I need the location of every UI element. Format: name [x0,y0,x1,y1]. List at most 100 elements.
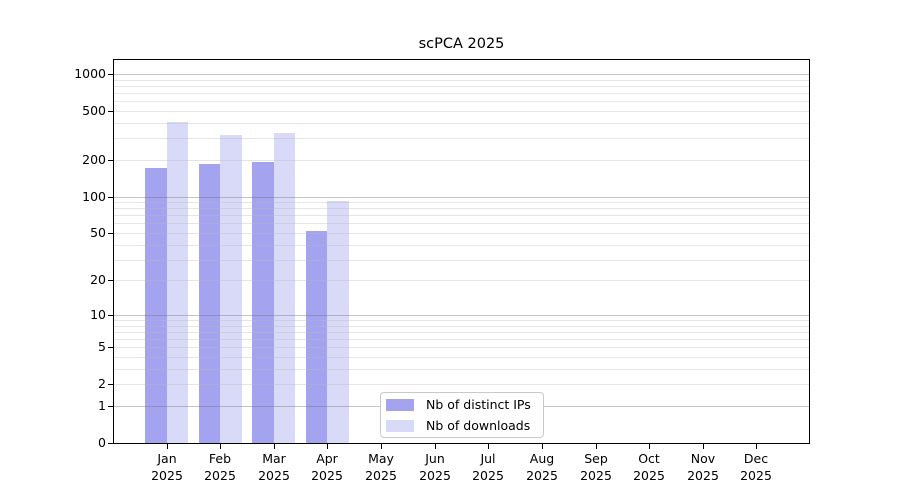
y-tick-label-0: 0 [98,435,106,450]
gridline-20 [114,280,809,281]
legend-label-distinct-ips: Nb of distinct IPs [426,397,531,412]
x-tick-label-month: Aug [529,451,555,466]
x-tick-label-month: Jan [157,451,177,466]
gridline-70 [114,215,809,216]
x-tick-label-month: Apr [316,451,338,466]
x-tick-label-year: 2025 [258,467,290,483]
y-tick-label-5: 5 [98,339,106,354]
legend-label-downloads: Nb of downloads [426,418,531,433]
x-tick-label-month: Jul [480,451,496,466]
legend-item-distinct-ips: Nb of distinct IPs [386,394,543,415]
gridline-3 [114,369,809,370]
x-tick-mark-nov [703,444,704,449]
x-tick-label-month: Dec [743,451,769,466]
x-tick-label-year: 2025 [472,467,504,483]
x-tick-mark-may [381,444,382,449]
bar-downloads-jan [166,121,189,443]
x-tick-label-year: 2025 [580,467,612,483]
gridline-30 [114,260,809,261]
x-tick-label-year: 2025 [419,467,451,483]
gridline-600 [114,101,809,102]
x-tick-label-dec: Dec 2025 [716,451,796,484]
x-tick-label-year: 2025 [151,467,183,483]
gridline-10 [114,315,809,316]
gridline-8 [114,326,809,327]
x-tick-label-sep: Sep 2025 [556,451,636,484]
x-tick-mark-aug [542,444,543,449]
y-tick-mark-5 [108,347,113,348]
x-tick-mark-oct [649,444,650,449]
y-tick-mark-10 [108,315,113,316]
gridline-300 [114,138,809,139]
y-tick-mark-0 [108,443,113,444]
y-tick-mark-100 [108,197,113,198]
bar-downloads-apr [327,200,349,443]
bar-distinct-ips-mar [252,161,274,443]
y-tick-mark-20 [108,280,113,281]
x-tick-mark-mar [274,444,275,449]
y-tick-mark-500 [108,111,113,112]
x-tick-label-year: 2025 [526,467,558,483]
x-tick-mark-jan [167,444,168,449]
x-tick-label-feb: Feb 2025 [180,451,260,484]
gridline-4 [114,357,809,358]
x-tick-label-jan: Jan 2025 [127,451,207,484]
x-tick-label-month: Oct [638,451,660,466]
x-tick-label-month: Mar [262,451,286,466]
x-tick-label-mar: Mar 2025 [234,451,314,484]
gridline-800 [114,86,809,87]
y-tick-label-200: 200 [82,152,106,167]
x-tick-mark-feb [220,444,221,449]
gridline-7 [114,332,809,333]
gridline-700 [114,93,809,94]
x-tick-label-jul: Jul 2025 [448,451,528,484]
legend-swatch-downloads-icon [386,419,414,432]
x-tick-label-apr: Apr 2025 [287,451,367,484]
gridlines-layer [114,60,809,443]
x-tick-label-may: May 2025 [341,451,421,484]
y-tick-label-10: 10 [90,307,106,322]
x-tick-label-year: 2025 [740,467,772,483]
x-tick-label-month: May [368,451,394,466]
x-tick-label-year: 2025 [633,467,665,483]
x-tick-mark-dec [756,444,757,449]
gridline-40 [114,245,809,246]
gridline-80 [114,208,809,209]
gridline-50 [114,233,809,234]
y-tick-label-100: 100 [82,189,106,204]
gridline-90 [114,202,809,203]
x-tick-label-nov: Nov 2025 [663,451,743,484]
gridline-400 [114,123,809,124]
gridline-500 [114,111,809,112]
x-tick-mark-jun [435,444,436,449]
y-tick-mark-1000 [108,74,113,75]
gridline-6 [114,339,809,340]
y-tick-label-50: 50 [90,225,106,240]
chart-title: scPCA 2025 [418,36,505,52]
plot-area [113,59,810,444]
y-tick-label-1: 1 [98,398,106,413]
gridline-900 [114,80,809,81]
y-tick-label-500: 500 [82,103,106,118]
x-tick-mark-apr [327,444,328,449]
bar-downloads-mar [273,133,296,443]
bar-distinct-ips-apr [306,230,328,443]
bar-downloads-feb [220,134,242,443]
x-tick-label-year: 2025 [204,467,236,483]
x-tick-label-month: Feb [208,451,232,466]
legend: Nb of distinct IPs Nb of downloads [380,392,544,438]
bars-layer [114,60,809,443]
legend-swatch-distinct-ips-icon [386,398,414,411]
legend-item-downloads: Nb of downloads [386,415,543,436]
gridline-60 [114,223,809,224]
x-tick-label-oct: Oct 2025 [609,451,689,484]
x-tick-mark-sep [596,444,597,449]
x-tick-label-year: 2025 [687,467,719,483]
x-tick-label-year: 2025 [365,467,397,483]
y-tick-mark-50 [108,233,113,234]
x-tick-label-aug: Aug 2025 [502,451,582,484]
y-tick-label-2: 2 [98,376,106,391]
x-tick-label-year: 2025 [311,467,343,483]
y-tick-label-1000: 1000 [74,66,106,81]
